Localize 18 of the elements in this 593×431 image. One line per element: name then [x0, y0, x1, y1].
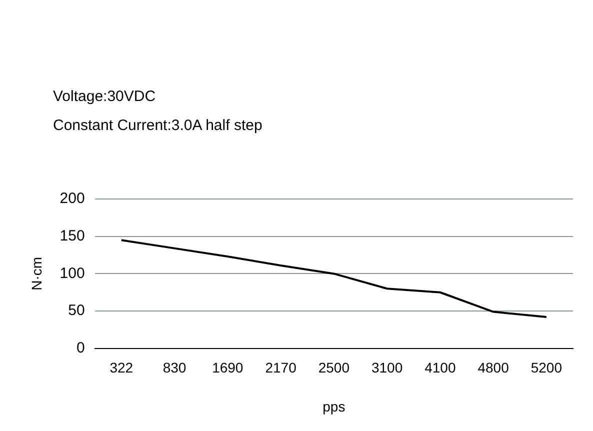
x-axis-title: pps [322, 398, 346, 414]
x-tick-label: 2170 [265, 360, 297, 376]
y-tick-label: 50 [68, 302, 85, 320]
text: Voltage:30VDC [53, 88, 157, 105]
y-tick-label: 100 [60, 264, 85, 282]
y-tick-label: 150 [60, 227, 85, 244]
x-tick-label: 4100 [424, 360, 456, 376]
text: Constant Current:3.0A half step [53, 117, 262, 134]
x-tick-label: 5200 [530, 360, 562, 376]
y-tick-label: 0 [76, 340, 85, 357]
y-tick-label: 200 [60, 190, 85, 208]
x-tick-label: 2500 [318, 360, 350, 376]
x-tick-label: 4800 [478, 360, 510, 376]
x-tick-label: 322 [110, 360, 134, 376]
x-tick-label: 3100 [371, 360, 403, 376]
x-tick-label: 1690 [212, 360, 244, 376]
y-axis-title: N·cm [28, 256, 44, 290]
x-tick-label: 830 [162, 360, 186, 376]
